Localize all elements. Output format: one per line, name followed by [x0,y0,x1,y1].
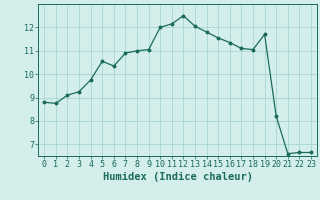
X-axis label: Humidex (Indice chaleur): Humidex (Indice chaleur) [103,172,252,182]
